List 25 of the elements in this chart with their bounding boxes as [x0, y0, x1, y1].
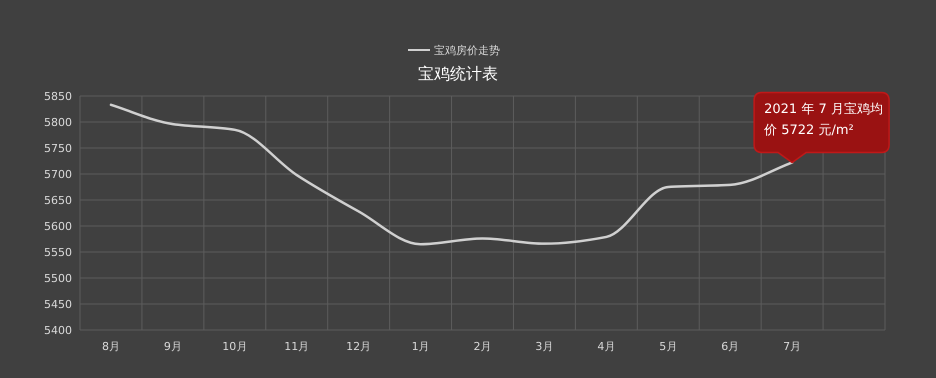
x-tick-label: 9月 — [164, 340, 182, 353]
y-tick-label: 5550 — [44, 246, 72, 259]
x-tick-label: 3月 — [535, 340, 554, 353]
y-tick-label: 5850 — [44, 90, 72, 103]
x-tick-label: 8月 — [102, 340, 120, 353]
x-tick-label: 4月 — [597, 340, 616, 353]
y-tick-label: 5800 — [44, 116, 72, 129]
y-tick-label: 5450 — [44, 298, 72, 311]
y-tick-label: 5750 — [44, 142, 72, 155]
legend-label: 宝鸡房价走势 — [434, 44, 500, 57]
x-tick-label: 7月 — [783, 340, 802, 353]
x-tick-label: 5月 — [659, 340, 678, 353]
y-tick-label: 5650 — [44, 194, 72, 207]
x-tick-label: 6月 — [721, 340, 740, 353]
chart-title: 宝鸡统计表 — [418, 64, 498, 83]
y-tick-label: 5400 — [44, 324, 72, 337]
x-tick-label: 10月 — [222, 340, 248, 353]
annotation: 2021 年 7 月宝鸡均价 5722 元/m² — [763, 100, 884, 140]
y-tick-label: 5600 — [44, 220, 72, 233]
x-tick-label: 2月 — [474, 340, 492, 353]
x-tick-label: 11月 — [284, 340, 310, 353]
x-tick-label: 12月 — [346, 340, 372, 353]
x-tick-label: 1月 — [412, 340, 430, 353]
y-tick-label: 5500 — [44, 272, 72, 285]
y-tick-label: 5700 — [44, 168, 72, 181]
